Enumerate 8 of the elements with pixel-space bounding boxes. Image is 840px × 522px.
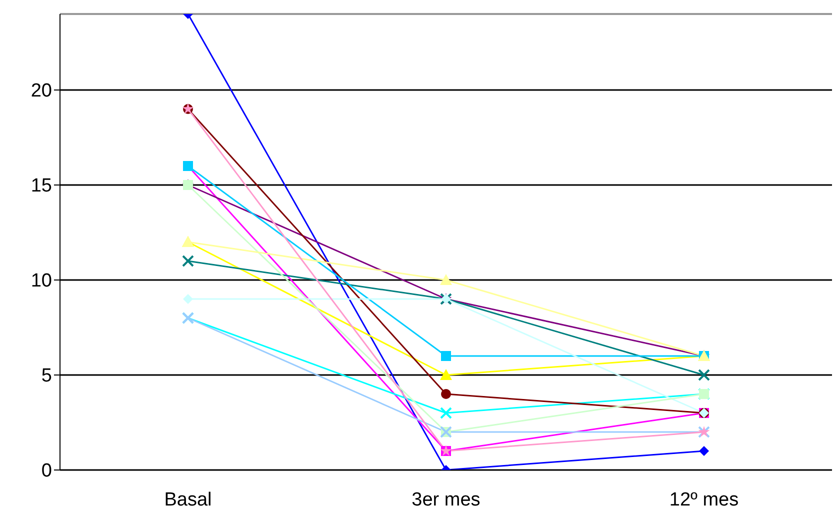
y-tick-label: 5 <box>41 366 52 387</box>
y-tick-label: 0 <box>41 460 52 482</box>
x-tick-label: 12º mes <box>669 489 739 510</box>
x-tick-label: Basal <box>164 489 212 510</box>
y-tick-label: 10 <box>30 270 52 292</box>
y-tick-label: 20 <box>30 80 52 102</box>
y-tick-label: 15 <box>30 176 52 197</box>
x-tick-label: 3er mes <box>412 489 480 510</box>
